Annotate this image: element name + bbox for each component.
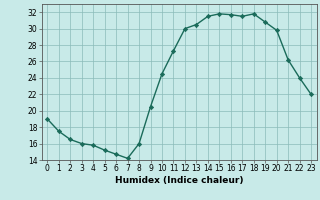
X-axis label: Humidex (Indice chaleur): Humidex (Indice chaleur) xyxy=(115,176,244,185)
